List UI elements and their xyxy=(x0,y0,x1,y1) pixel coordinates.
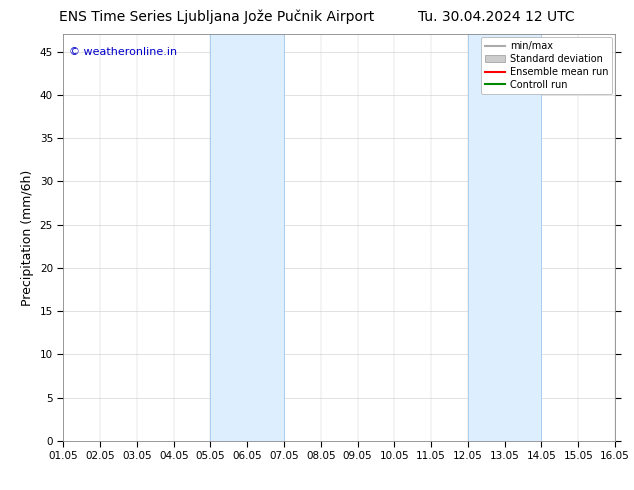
Legend: min/max, Standard deviation, Ensemble mean run, Controll run: min/max, Standard deviation, Ensemble me… xyxy=(481,37,612,94)
Text: © weatheronline.in: © weatheronline.in xyxy=(69,47,177,56)
Bar xyxy=(468,34,541,441)
Y-axis label: Precipitation (mm/6h): Precipitation (mm/6h) xyxy=(21,170,34,306)
Bar xyxy=(210,34,284,441)
Text: ENS Time Series Ljubljana Jože Pučnik Airport          Tu. 30.04.2024 12 UTC: ENS Time Series Ljubljana Jože Pučnik Ai… xyxy=(59,10,575,24)
